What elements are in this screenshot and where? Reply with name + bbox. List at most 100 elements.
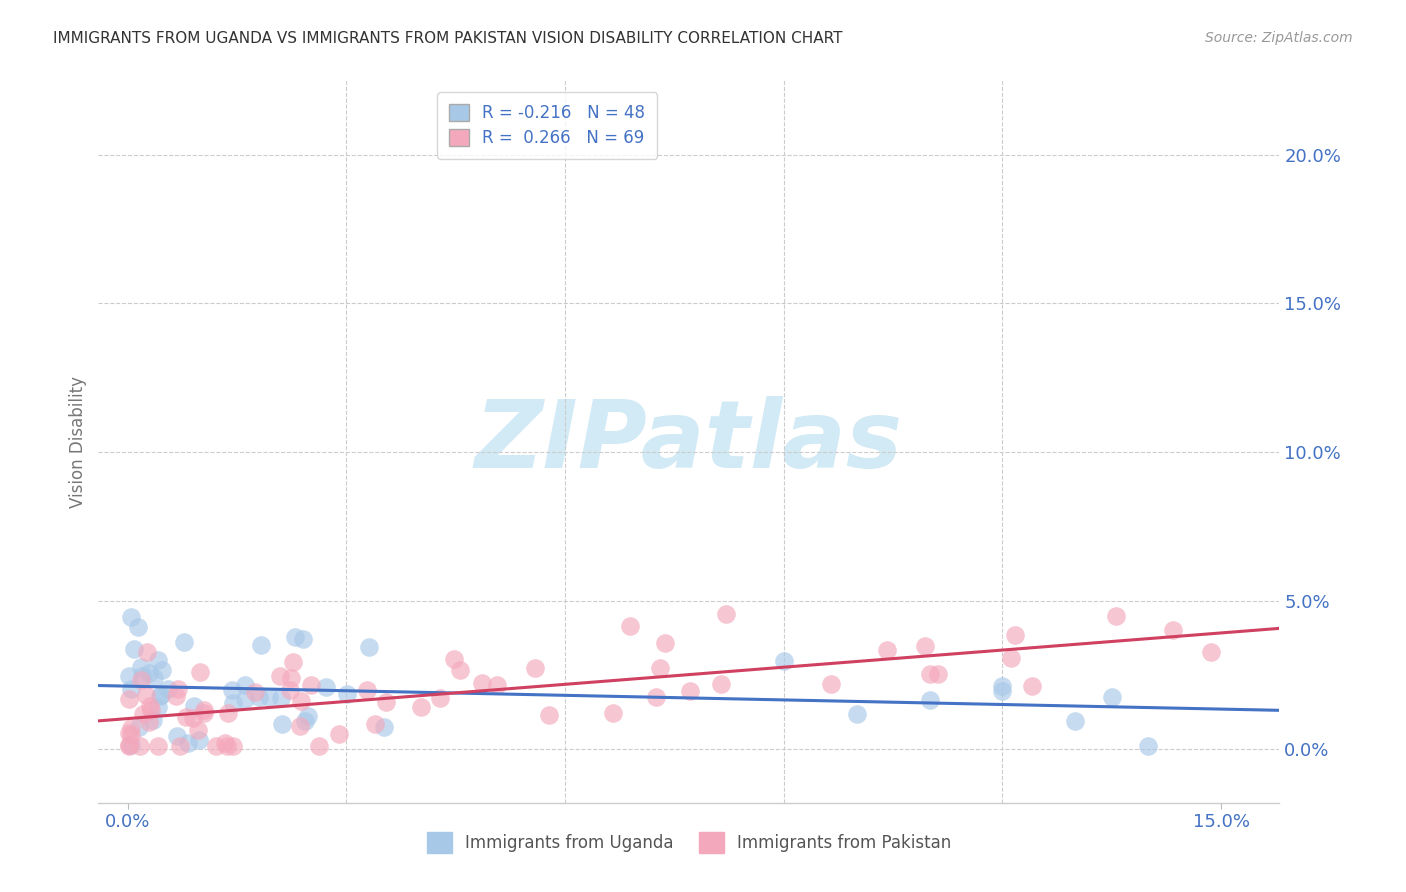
Point — [914, 639, 936, 653]
Point — [118, 726, 141, 740]
Text: ZIPatlas: ZIPatlas — [475, 395, 903, 488]
Point — [278, 682, 301, 697]
Point — [120, 739, 142, 753]
Point — [205, 739, 228, 754]
Point — [128, 720, 150, 734]
Point — [443, 652, 465, 666]
Point — [120, 721, 142, 735]
Point — [138, 666, 160, 681]
Point — [429, 690, 451, 705]
Point — [222, 739, 245, 754]
Point — [167, 682, 190, 697]
Point — [243, 685, 266, 699]
Point — [820, 677, 842, 691]
Point — [177, 735, 200, 749]
Point — [876, 643, 898, 657]
Point — [1004, 628, 1026, 642]
Point — [141, 703, 163, 717]
Point — [142, 714, 165, 728]
Point — [288, 719, 311, 733]
Point — [1021, 679, 1043, 693]
Point — [135, 688, 157, 702]
Point — [679, 683, 702, 698]
Point — [146, 700, 169, 714]
Point — [1064, 714, 1087, 728]
Point — [336, 687, 359, 701]
Point — [409, 700, 432, 714]
Point — [449, 663, 471, 677]
Point — [281, 655, 304, 669]
Point — [1105, 609, 1128, 624]
Point — [183, 698, 205, 713]
Point — [214, 736, 236, 750]
Point — [148, 739, 170, 754]
Point — [118, 691, 141, 706]
Point — [357, 640, 380, 655]
Point — [602, 706, 624, 720]
Point — [146, 653, 169, 667]
Y-axis label: Vision Disability: Vision Disability — [69, 376, 87, 508]
Point — [156, 682, 179, 697]
Point — [190, 665, 212, 679]
Legend: Immigrants from Uganda, Immigrants from Pakistan: Immigrants from Uganda, Immigrants from … — [420, 826, 957, 860]
Point — [118, 739, 141, 753]
Point — [991, 683, 1014, 698]
Point — [299, 677, 322, 691]
Point — [714, 607, 737, 622]
Point — [308, 739, 330, 754]
Point — [328, 727, 350, 741]
Point — [166, 729, 188, 743]
Point — [772, 654, 794, 668]
Point — [129, 739, 152, 754]
Point — [127, 620, 149, 634]
Point — [169, 739, 191, 754]
Point — [215, 739, 238, 754]
Point — [291, 632, 314, 646]
Point — [221, 683, 243, 698]
Point — [193, 703, 215, 717]
Point — [524, 661, 547, 675]
Point — [471, 676, 494, 690]
Point — [1161, 623, 1184, 637]
Point — [927, 667, 949, 681]
Point — [845, 706, 868, 721]
Point — [139, 699, 162, 714]
Point — [364, 716, 387, 731]
Point — [118, 669, 141, 683]
Point — [131, 673, 153, 687]
Point — [375, 695, 398, 709]
Point — [269, 669, 291, 683]
Point — [136, 645, 159, 659]
Point — [654, 636, 676, 650]
Point — [315, 680, 337, 694]
Point — [222, 696, 245, 710]
Point — [710, 677, 733, 691]
Point — [290, 694, 312, 708]
Point — [247, 690, 270, 705]
Point — [120, 610, 142, 624]
Point — [270, 690, 292, 705]
Text: Source: ZipAtlas.com: Source: ZipAtlas.com — [1205, 31, 1353, 45]
Point — [173, 635, 195, 649]
Point — [120, 682, 142, 697]
Point — [280, 671, 302, 685]
Point — [648, 661, 671, 675]
Point — [165, 689, 187, 703]
Point — [131, 669, 153, 683]
Point — [131, 706, 153, 721]
Point — [918, 693, 941, 707]
Point — [485, 678, 508, 692]
Point — [991, 679, 1014, 693]
Point — [174, 710, 197, 724]
Point — [644, 690, 666, 705]
Point — [181, 711, 204, 725]
Point — [271, 717, 294, 731]
Point — [356, 682, 378, 697]
Point — [193, 706, 215, 720]
Point — [217, 706, 239, 720]
Point — [373, 720, 395, 734]
Point — [187, 732, 209, 747]
Point — [187, 723, 209, 737]
Point — [1137, 739, 1160, 754]
Text: IMMIGRANTS FROM UGANDA VS IMMIGRANTS FROM PAKISTAN VISION DISABILITY CORRELATION: IMMIGRANTS FROM UGANDA VS IMMIGRANTS FRO… — [53, 31, 844, 46]
